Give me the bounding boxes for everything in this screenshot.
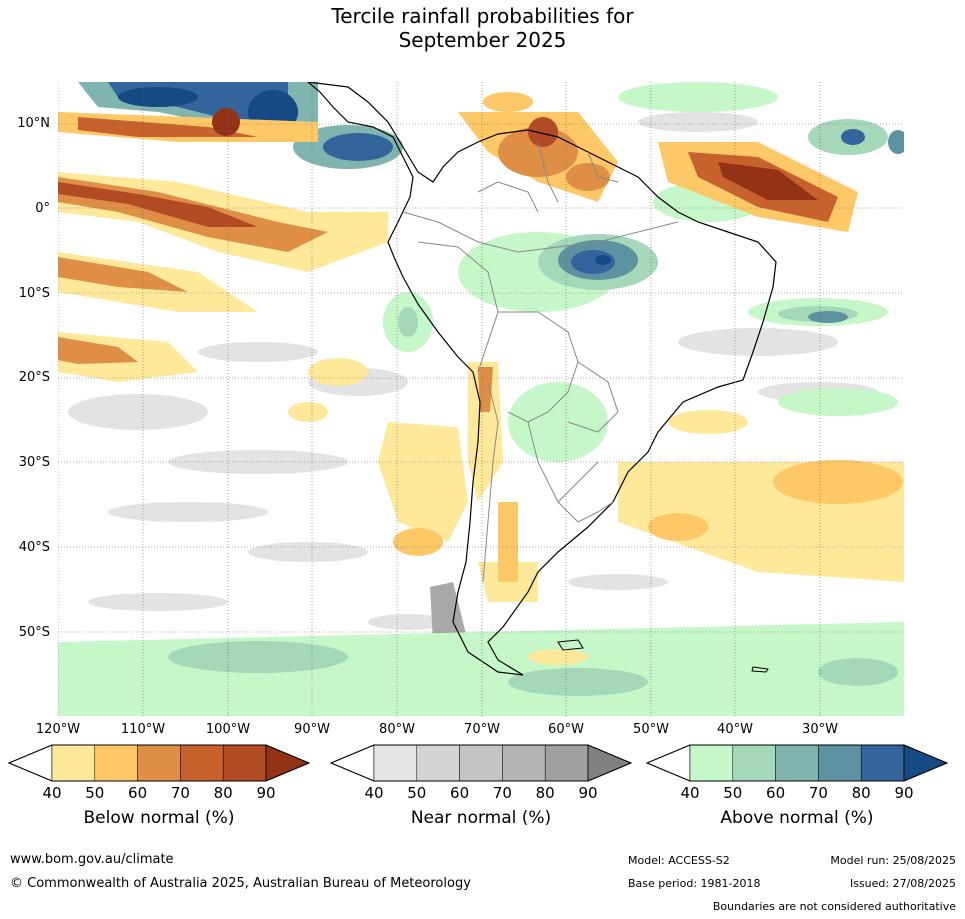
lon-label-80w: 80°W xyxy=(379,722,415,737)
colorbar-title-near: Near normal (%) xyxy=(410,808,552,828)
issued-date: Issued: 27/08/2025 xyxy=(849,877,956,890)
colorbar-above-normal xyxy=(645,744,949,786)
colorbar-swatch xyxy=(544,744,589,782)
colorbar-tick-label: 80 xyxy=(535,784,555,802)
colorbar-near-normal-svg xyxy=(329,744,633,782)
title-line-1: Tercile rainfall probabilities for xyxy=(331,4,634,28)
lat-label-30s: 30°S xyxy=(18,455,50,470)
colorbar-swatch xyxy=(137,744,181,782)
colorbar-near-normal xyxy=(329,744,633,786)
lat-label-20s: 20°S xyxy=(18,370,50,385)
colorbar-outline xyxy=(329,744,633,782)
lon-label-40w: 40°W xyxy=(717,722,753,737)
colorbar-swatch xyxy=(51,744,96,782)
colorbar-outline xyxy=(7,744,311,782)
colorbar-tick-label: 40 xyxy=(42,784,62,802)
colorbar-low-extend xyxy=(645,744,691,782)
colorbar-tick-label: 90 xyxy=(578,784,598,802)
colorbar-swatch xyxy=(222,744,267,782)
colorbar-swatch xyxy=(860,744,905,782)
colorbar-tick-label: 70 xyxy=(808,784,828,802)
lat-label-10s: 10°S xyxy=(18,286,50,301)
above-normal-tropics xyxy=(78,82,403,169)
colorbar-high-extend xyxy=(265,744,311,782)
boundary-disclaimer: Boundaries are not considered authoritat… xyxy=(712,900,956,913)
title-line-2: September 2025 xyxy=(398,28,567,52)
colorbar-low-extend xyxy=(7,744,53,782)
colorbar-swatch xyxy=(732,744,776,782)
below-normal-areas xyxy=(58,92,904,665)
map-svg xyxy=(58,82,904,716)
lon-label-110w: 110°W xyxy=(120,722,166,737)
colorbar-tick-label: 70 xyxy=(492,784,512,802)
colorbar-title-above: Above normal (%) xyxy=(720,808,874,828)
lon-label-50w: 50°W xyxy=(633,722,669,737)
lat-label-40s: 40°S xyxy=(18,540,50,555)
colorbar-outline xyxy=(645,744,949,782)
lon-label-90w: 90°W xyxy=(294,722,330,737)
colorbar-tick-label: 50 xyxy=(407,784,427,802)
colorbar-swatch xyxy=(416,744,460,782)
map-title: Tercile rainfall probabilities for Septe… xyxy=(0,4,965,52)
website-link[interactable]: www.bom.gov.au/climate xyxy=(10,852,174,867)
lat-label-10n: 10°N xyxy=(17,116,50,131)
colorbar-tick-label: 70 xyxy=(170,784,190,802)
colorbar-swatch xyxy=(689,744,734,782)
lon-label-60w: 60°W xyxy=(548,722,584,737)
model-run-date: Model run: 25/08/2025 xyxy=(830,854,956,867)
colorbar-swatch xyxy=(373,744,418,782)
south-georgia xyxy=(751,666,769,673)
graticule xyxy=(58,82,904,716)
colorbar-high-extend xyxy=(587,744,633,782)
colorbar-swatch xyxy=(180,744,224,782)
colorbar-swatch xyxy=(818,744,862,782)
colorbar-tick-label: 60 xyxy=(766,784,786,802)
lon-label-70w: 70°W xyxy=(464,722,500,737)
continent-outline xyxy=(307,82,777,676)
colorbar-tick-label: 90 xyxy=(256,784,276,802)
lat-label-0: 0° xyxy=(35,201,50,216)
colorbar-tick-label: 80 xyxy=(213,784,233,802)
colorbar-swatch xyxy=(459,744,503,782)
colorbar-below-normal-svg xyxy=(7,744,311,782)
colorbar-title-below: Below normal (%) xyxy=(83,808,235,828)
lon-label-30w: 30°W xyxy=(802,722,838,737)
lon-label-100w: 100°W xyxy=(205,722,251,737)
colorbar-low-extend xyxy=(329,744,375,782)
colorbar-tick-label: 40 xyxy=(680,784,700,802)
model-name: Model: ACCESS-S2 xyxy=(628,854,730,867)
colorbar-below-normal xyxy=(7,744,311,786)
above-normal-areas xyxy=(58,82,904,716)
colorbar-swatch xyxy=(775,744,819,782)
base-period: Base period: 1981-2018 xyxy=(628,877,761,890)
colorbar-tick-label: 50 xyxy=(85,784,105,802)
colorbar-tick-label: 60 xyxy=(450,784,470,802)
colorbar-above-normal-svg xyxy=(645,744,949,782)
colorbar-tick-label: 80 xyxy=(851,784,871,802)
colorbar-tick-label: 90 xyxy=(894,784,914,802)
colorbar-tick-label: 40 xyxy=(364,784,384,802)
lat-label-50s: 50°S xyxy=(18,625,50,640)
map-panel xyxy=(58,82,904,716)
colorbar-high-extend xyxy=(903,744,949,782)
colorbar-tick-label: 60 xyxy=(128,784,148,802)
copyright-text: © Commonwealth of Australia 2025, Austra… xyxy=(10,876,471,891)
colorbar-swatch xyxy=(502,744,546,782)
colorbar-tick-label: 50 xyxy=(723,784,743,802)
lon-label-120w: 120°W xyxy=(35,722,81,737)
colorbar-swatch xyxy=(94,744,138,782)
falkland-islands xyxy=(557,639,584,651)
